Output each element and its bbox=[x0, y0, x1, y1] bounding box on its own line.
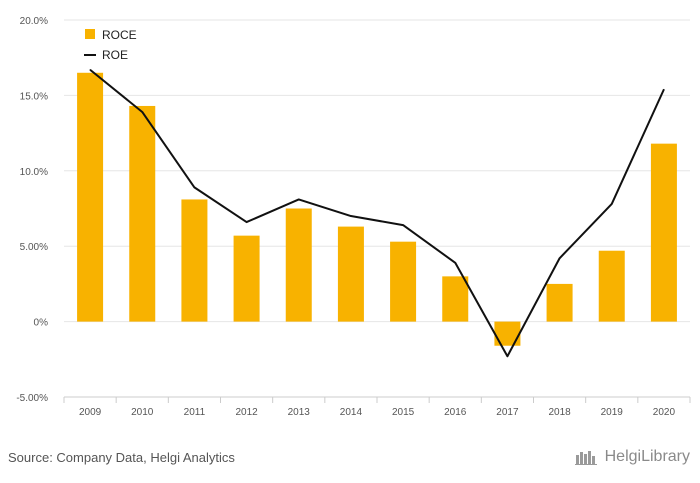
roce-bar bbox=[285, 208, 312, 322]
legend-roce-swatch bbox=[85, 29, 95, 39]
y-tick-label: -5.00% bbox=[16, 393, 48, 404]
roce-bar bbox=[546, 283, 573, 322]
roce-bar bbox=[494, 321, 521, 346]
roe-line bbox=[89, 68, 665, 358]
roce-bar bbox=[181, 199, 208, 322]
x-tick-label: 2009 bbox=[79, 407, 102, 418]
brand-name: HelgiLibrary bbox=[604, 448, 690, 465]
roce-bar bbox=[650, 143, 677, 322]
roe-point bbox=[506, 355, 508, 357]
roce-bars bbox=[77, 72, 677, 346]
roce-bar bbox=[129, 105, 156, 322]
x-tick-label: 2018 bbox=[548, 407, 571, 418]
y-tick-label: 10.0% bbox=[20, 167, 48, 178]
x-tick-label: 2013 bbox=[288, 407, 311, 418]
grid-lines bbox=[64, 19, 690, 398]
roe-point bbox=[663, 88, 665, 90]
roe-point bbox=[559, 257, 561, 259]
legend-roe-label: ROE bbox=[102, 48, 128, 62]
roce-bar bbox=[442, 276, 469, 322]
roe-point bbox=[454, 262, 456, 264]
roe-point bbox=[246, 221, 248, 223]
source-caption: Source: Company Data, Helgi Analytics bbox=[8, 450, 235, 465]
roce-bar bbox=[233, 235, 260, 322]
legend: ROCE ROE bbox=[84, 28, 137, 62]
roce-bar bbox=[337, 226, 364, 322]
roe-point bbox=[298, 198, 300, 200]
x-tick-label: 2012 bbox=[235, 407, 258, 418]
x-tick-label: 2015 bbox=[392, 407, 415, 418]
x-tick-label: 2014 bbox=[340, 407, 363, 418]
roe-point bbox=[402, 224, 404, 226]
roe-point bbox=[350, 215, 352, 217]
y-axis: -5.00% 0% 5.00% 10.0% 15.0% 20.0% bbox=[16, 16, 48, 404]
x-tick-label: 2017 bbox=[496, 407, 519, 418]
x-tick-label: 2010 bbox=[131, 407, 154, 418]
roe-line-path bbox=[89, 68, 665, 358]
y-tick-label: 5.00% bbox=[20, 242, 48, 253]
x-tick-label: 2011 bbox=[184, 407, 206, 418]
x-tick-label: 2016 bbox=[444, 407, 467, 418]
legend-roce-label: ROCE bbox=[102, 28, 137, 42]
x-axis: 2009 2010 2011 2012 2013 2014 2015 2016 2017 2018… bbox=[63, 396, 691, 418]
x-tick-label: 2020 bbox=[653, 407, 676, 418]
roce-bar bbox=[77, 72, 104, 322]
roe-point bbox=[89, 69, 91, 71]
y-tick-label: 15.0% bbox=[20, 91, 48, 102]
y-tick-label: 0% bbox=[34, 318, 49, 329]
library-icon bbox=[574, 451, 597, 465]
roe-point bbox=[611, 203, 613, 205]
brand-logo: HelgiLibrary bbox=[574, 448, 690, 466]
y-tick-label: 20.0% bbox=[20, 16, 48, 27]
roce-bar bbox=[390, 241, 417, 322]
roe-point bbox=[193, 186, 195, 188]
chart: -5.00% 0% 5.00% 10.0% 15.0% 20.0% 2009 2010 201… bbox=[16, 16, 691, 418]
roce-bar bbox=[598, 250, 625, 322]
x-tick-label: 2019 bbox=[601, 407, 624, 418]
roe-point bbox=[141, 111, 143, 113]
